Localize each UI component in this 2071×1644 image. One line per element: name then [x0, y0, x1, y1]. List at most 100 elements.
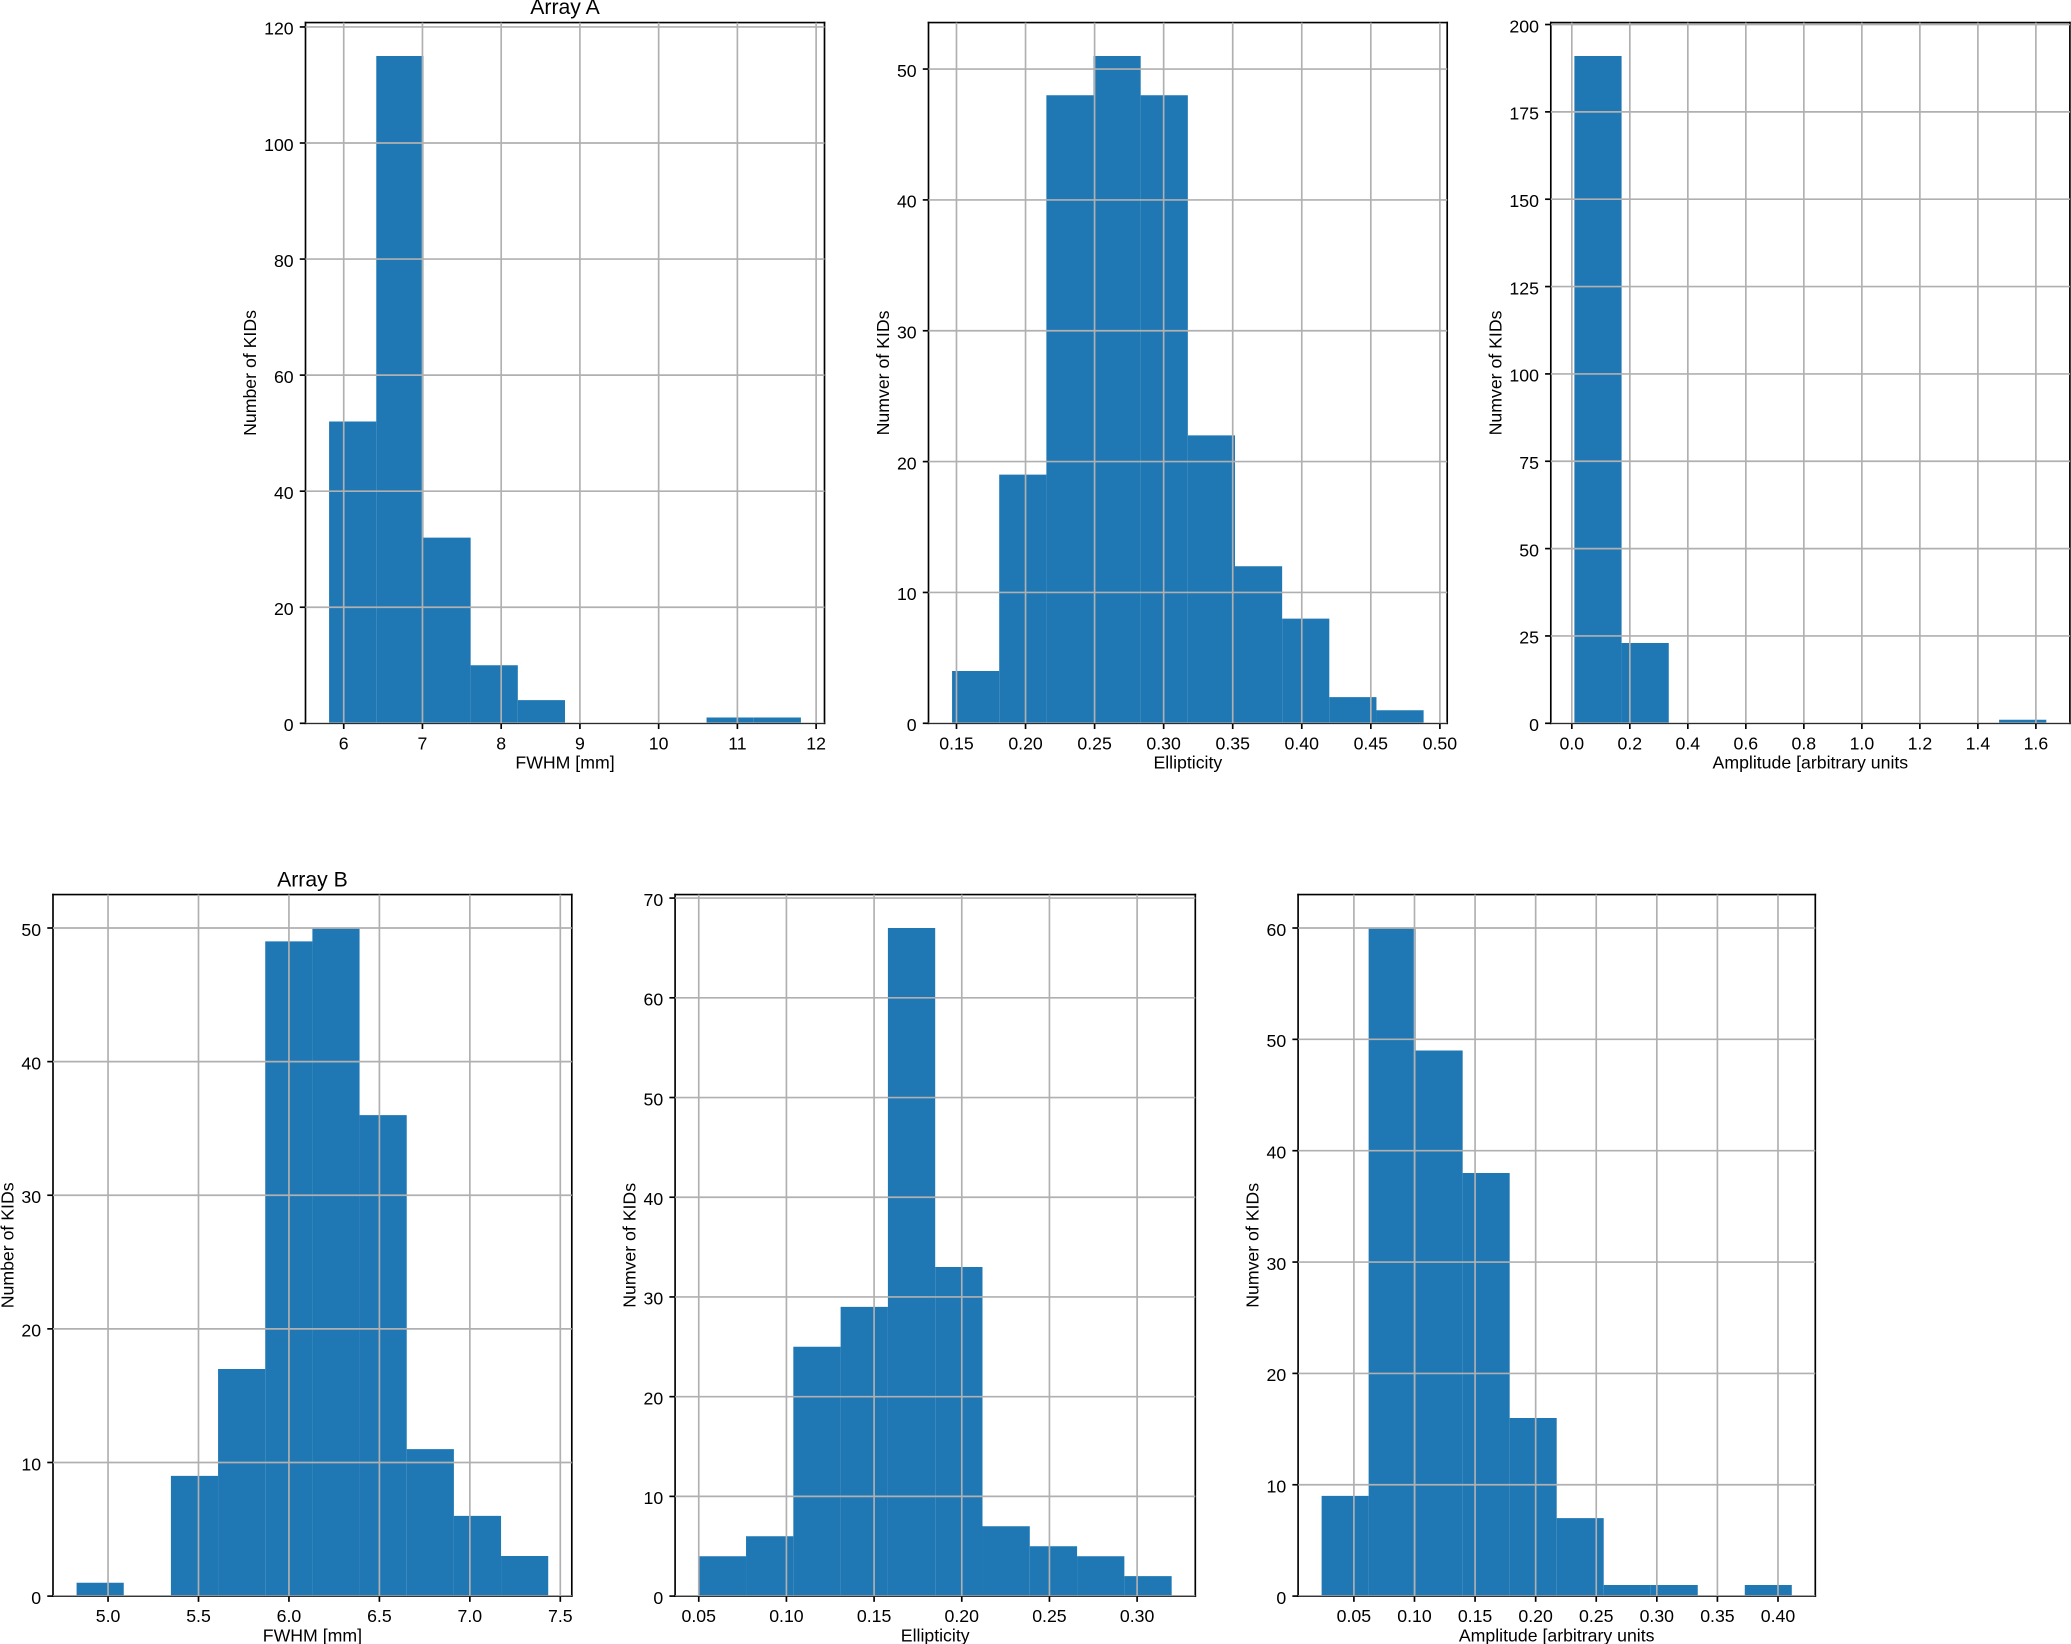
svg-text:0.10: 0.10: [1397, 1606, 1432, 1626]
svg-text:Amplitude [arbitrary units: Amplitude [arbitrary units: [1459, 1625, 1655, 1644]
svg-text:0.25: 0.25: [1579, 1606, 1614, 1626]
svg-text:8: 8: [496, 733, 506, 753]
svg-text:0.30: 0.30: [1640, 1606, 1675, 1626]
svg-text:50: 50: [21, 920, 41, 940]
svg-text:Array A: Array A: [530, 0, 600, 19]
svg-text:0.40: 0.40: [1761, 1606, 1796, 1626]
svg-text:0.25: 0.25: [1077, 733, 1112, 753]
svg-text:0.05: 0.05: [1337, 1606, 1372, 1626]
svg-text:Ellipticity: Ellipticity: [901, 1625, 970, 1644]
svg-text:10: 10: [649, 733, 669, 753]
svg-text:30: 30: [21, 1187, 41, 1207]
svg-text:60: 60: [1267, 920, 1287, 940]
svg-text:0.05: 0.05: [682, 1606, 717, 1626]
svg-text:0.40: 0.40: [1285, 733, 1320, 753]
svg-text:20: 20: [1267, 1365, 1287, 1385]
svg-text:0.20: 0.20: [1008, 733, 1043, 753]
svg-text:Numver of KIDs: Numver of KIDs: [1486, 310, 1506, 435]
svg-text:1.4: 1.4: [1966, 733, 1991, 753]
svg-text:60: 60: [274, 367, 294, 387]
svg-text:0: 0: [284, 715, 294, 735]
svg-text:Numver of KIDs: Numver of KIDs: [620, 1183, 640, 1308]
svg-text:80: 80: [274, 251, 294, 271]
svg-text:5.5: 5.5: [186, 1606, 211, 1626]
svg-text:30: 30: [1267, 1254, 1287, 1274]
svg-text:0.30: 0.30: [1120, 1606, 1155, 1626]
svg-text:50: 50: [644, 1089, 664, 1109]
svg-text:120: 120: [264, 19, 294, 39]
svg-text:1.2: 1.2: [1908, 733, 1933, 753]
svg-text:7: 7: [418, 733, 428, 753]
svg-text:0.25: 0.25: [1032, 1606, 1067, 1626]
svg-text:0.0: 0.0: [1560, 733, 1585, 753]
svg-text:20: 20: [644, 1388, 664, 1408]
svg-text:0.30: 0.30: [1146, 733, 1181, 753]
svg-text:40: 40: [644, 1189, 664, 1209]
svg-text:0.15: 0.15: [939, 733, 974, 753]
svg-text:0: 0: [1529, 715, 1539, 735]
svg-text:Numver of KIDs: Numver of KIDs: [873, 310, 893, 435]
svg-text:7.5: 7.5: [548, 1606, 573, 1626]
svg-text:0.2: 0.2: [1618, 733, 1643, 753]
svg-text:0.15: 0.15: [1458, 1606, 1493, 1626]
svg-text:12: 12: [806, 733, 826, 753]
svg-text:Array B: Array B: [277, 869, 348, 892]
svg-text:1.6: 1.6: [2024, 733, 2049, 753]
svg-text:FWHM [mm]: FWHM [mm]: [515, 753, 614, 773]
svg-text:20: 20: [21, 1321, 41, 1341]
svg-text:10: 10: [644, 1488, 664, 1508]
svg-text:40: 40: [21, 1053, 41, 1073]
svg-text:50: 50: [1267, 1031, 1287, 1051]
svg-text:0.20: 0.20: [1518, 1606, 1553, 1626]
svg-text:Number of KIDs: Number of KIDs: [0, 1182, 18, 1308]
svg-text:30: 30: [644, 1289, 664, 1309]
svg-text:25: 25: [1519, 628, 1539, 648]
svg-text:7.0: 7.0: [458, 1606, 483, 1626]
svg-text:0.35: 0.35: [1700, 1606, 1735, 1626]
svg-text:75: 75: [1519, 453, 1539, 473]
svg-text:50: 50: [1519, 540, 1539, 560]
svg-text:0.35: 0.35: [1215, 733, 1250, 753]
svg-text:175: 175: [1509, 104, 1539, 124]
svg-text:10: 10: [1267, 1477, 1287, 1497]
svg-text:FWHM [mm]: FWHM [mm]: [263, 1625, 362, 1644]
svg-text:20: 20: [274, 599, 294, 619]
svg-text:5.0: 5.0: [96, 1606, 121, 1626]
svg-text:6.5: 6.5: [367, 1606, 392, 1626]
svg-text:0.8: 0.8: [1792, 733, 1817, 753]
svg-text:20: 20: [897, 453, 917, 473]
svg-text:125: 125: [1509, 278, 1539, 298]
svg-text:0.15: 0.15: [857, 1606, 892, 1626]
svg-text:11: 11: [728, 733, 746, 753]
svg-text:60: 60: [644, 990, 664, 1010]
svg-text:6.0: 6.0: [277, 1606, 302, 1626]
svg-text:Amplitude [arbitrary units: Amplitude [arbitrary units: [1713, 753, 1909, 773]
svg-text:40: 40: [897, 192, 917, 212]
svg-text:30: 30: [897, 323, 917, 343]
svg-text:0.4: 0.4: [1676, 733, 1701, 753]
svg-text:0: 0: [1276, 1588, 1286, 1608]
svg-text:9: 9: [575, 733, 585, 753]
svg-text:100: 100: [264, 135, 294, 155]
svg-text:Numver of KIDs: Numver of KIDs: [1243, 1183, 1263, 1308]
svg-text:0.6: 0.6: [1734, 733, 1759, 753]
svg-text:Number of KIDs: Number of KIDs: [240, 310, 260, 436]
svg-text:10: 10: [897, 584, 917, 604]
svg-text:0.45: 0.45: [1354, 733, 1389, 753]
svg-text:70: 70: [644, 890, 664, 910]
svg-text:0.50: 0.50: [1423, 733, 1458, 753]
svg-text:40: 40: [1267, 1142, 1287, 1162]
svg-text:100: 100: [1509, 366, 1539, 386]
svg-text:0: 0: [907, 715, 917, 735]
svg-text:0: 0: [31, 1588, 41, 1608]
svg-text:40: 40: [274, 483, 294, 503]
svg-text:200: 200: [1509, 16, 1539, 36]
svg-text:50: 50: [897, 61, 917, 81]
svg-text:0.20: 0.20: [945, 1606, 980, 1626]
svg-text:10: 10: [21, 1454, 41, 1474]
svg-text:1.0: 1.0: [1850, 733, 1875, 753]
svg-text:150: 150: [1509, 191, 1539, 211]
svg-text:0.10: 0.10: [769, 1606, 804, 1626]
svg-text:6: 6: [339, 733, 349, 753]
svg-text:Ellipticity: Ellipticity: [1153, 753, 1222, 773]
